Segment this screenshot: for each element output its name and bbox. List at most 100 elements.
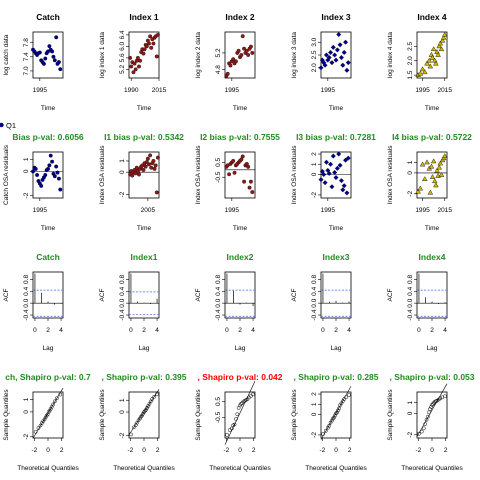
qq-point: [443, 394, 447, 399]
plot-frame: [224, 151, 256, 199]
legend-marker: [0, 122, 4, 128]
y-tick-label: 0: [407, 171, 414, 175]
data-point: [330, 153, 336, 159]
data-point: [328, 49, 334, 55]
panel-title: , Shapiro p-val: 0.042: [197, 372, 282, 382]
qq-point: [47, 408, 52, 413]
x-axis-label: Lag: [139, 345, 150, 352]
panel: Bias p-val: 0.6056 1995 -2 0 1 Time Catch OSA …: [3, 132, 84, 232]
x-axis-label: Theoretical Quantiles: [305, 465, 367, 472]
data-point: [439, 37, 446, 43]
data-point: [133, 67, 138, 72]
y-tick-label: 0.8: [23, 275, 30, 284]
y-axis-label: Index OSA residuals: [99, 145, 106, 205]
x-axis-label: Time: [233, 225, 248, 232]
panel-title: Catch: [36, 12, 60, 22]
qq-point: [421, 426, 426, 431]
panel-title: Index3: [323, 252, 350, 262]
data-point: [326, 170, 332, 176]
panel: Index2 0 2 4 -0.4 0.0 0.4 0.8 Lag ACF: [195, 252, 256, 352]
panel: Index4 0 2 4 -0.4 0.0 0.4 0.8 Lag ACF: [387, 252, 448, 352]
y-tick-label: 0.4: [215, 286, 222, 295]
data-point: [143, 164, 148, 169]
y-tick-label: 0: [119, 170, 126, 174]
data-point: [430, 158, 437, 164]
qq-point: [58, 392, 63, 397]
panel: , Shapiro p-val: 0.053 -2 0 2 -2 0 1 Theoretica…: [387, 372, 475, 472]
data-point: [345, 60, 351, 66]
y-axis-label: ACF: [387, 288, 394, 301]
data-point: [436, 164, 442, 170]
qq-point: [51, 402, 55, 407]
x-tick-label: 0: [142, 447, 146, 454]
data-point: [149, 45, 154, 50]
qq-point: [150, 397, 155, 401]
y-tick-label: 0.0: [407, 298, 414, 307]
data-point: [427, 189, 434, 195]
panel: Catch 1995 7.0 7.4 7.8 Time log catch data: [3, 12, 64, 112]
data-point: [419, 161, 426, 167]
y-tick-label: -0.5: [215, 411, 222, 423]
legend-label: Q1: [6, 121, 16, 130]
panel: I3 bias p-val: 0.7281 1995 -2 0 1 2 Time Index …: [291, 132, 376, 232]
data-point: [152, 166, 157, 171]
panel-title: I4 bias p-val: 0.5722: [392, 132, 472, 142]
panel: I4 bias p-val: 0.5722 1995 2015 -2 0 1 Time Ind…: [387, 132, 472, 232]
x-axis-label: Time: [41, 225, 56, 232]
data-point: [424, 159, 430, 165]
y-tick-label: 7.4: [23, 52, 30, 61]
y-tick-label: 2.5: [311, 50, 318, 59]
qq-line: [320, 386, 352, 440]
x-axis-label: Time: [41, 105, 56, 112]
data-point: [58, 67, 63, 72]
qq-point: [342, 397, 347, 402]
data-point: [318, 65, 324, 71]
x-tick-label: 1995: [33, 207, 48, 214]
data-point: [137, 64, 141, 69]
x-tick-label: 2: [46, 327, 50, 334]
x-tick-label: 2: [238, 327, 242, 334]
panel: , Shapiro p-val: 0.285 -2 0 2 -2 0 1 2 Theoretic…: [291, 372, 379, 472]
data-point: [155, 155, 160, 160]
x-tick-label: 2015: [152, 87, 167, 94]
qq-point: [236, 406, 241, 410]
data-point: [440, 34, 447, 40]
data-point: [244, 48, 249, 53]
qq-point: [333, 413, 337, 418]
plot-frame: [224, 391, 256, 439]
data-point: [134, 165, 139, 170]
x-tick-label: -2: [127, 447, 133, 454]
data-point: [248, 44, 253, 49]
panel-title: , Shapiro p-val: 0.395: [101, 372, 186, 382]
qq-point: [42, 417, 47, 422]
data-point: [240, 154, 245, 159]
data-point: [130, 173, 135, 178]
y-tick-label: 0.0: [119, 298, 126, 307]
legend: Q1: [0, 121, 16, 130]
panel-title: Index1: [131, 252, 158, 262]
data-point: [340, 62, 346, 68]
plot-frame: [224, 271, 256, 319]
data-point: [435, 51, 441, 57]
data-point: [52, 174, 57, 179]
x-axis-label: Time: [233, 105, 248, 112]
data-point: [54, 164, 59, 169]
y-tick-label: 6.4: [119, 30, 126, 39]
panel: Index 1 1990 2015 5.2 5.6 6.0 6.4 Time log index…: [99, 12, 167, 112]
x-tick-label: -2: [415, 447, 421, 454]
qq-point: [431, 401, 435, 406]
panel: Index3 0 2 4 -0.4 0.0 0.4 0.8 Lag ACF: [291, 252, 352, 352]
y-tick-label: 1: [119, 398, 126, 402]
y-tick-label: -2: [311, 192, 318, 198]
x-tick-label: 0: [33, 327, 37, 334]
y-tick-label: 7.8: [23, 38, 30, 47]
plot-frame: [32, 271, 64, 319]
y-tick-label: 5.2: [119, 64, 126, 73]
data-point: [246, 53, 251, 57]
y-tick-label: -0.4: [407, 309, 414, 321]
plot-frame: [32, 151, 64, 199]
qq-point: [427, 410, 431, 415]
data-point: [250, 50, 255, 55]
qq-line: [416, 383, 448, 437]
data-point: [50, 49, 55, 54]
